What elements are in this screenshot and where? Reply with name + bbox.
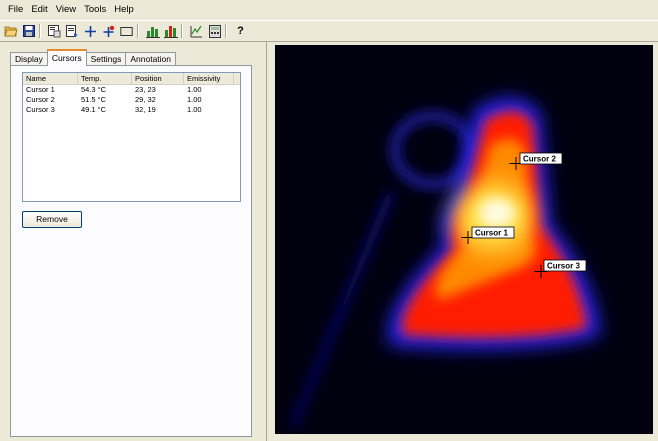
- cell-temp: 54.3 °C: [81, 85, 107, 94]
- remove-button[interactable]: Remove: [22, 211, 82, 228]
- cell-position: 29, 32: [135, 95, 156, 104]
- cell-position: 23, 23: [135, 85, 156, 94]
- menu-tools[interactable]: Tools: [84, 4, 107, 15]
- table-row[interactable]: Cursor 1 54.3 °C 23, 23 1.00: [23, 85, 240, 95]
- menu-bar: File Edit View Tools Help: [0, 0, 658, 19]
- tab-strip: Display Cursors Settings Annotation: [10, 49, 177, 66]
- cursor-2-marker[interactable]: Cursor 2: [509, 152, 563, 170]
- toolbar-separator: [39, 24, 41, 38]
- cursor-list[interactable]: Name Temp. Position Emissivity Cursor 1 …: [22, 72, 241, 202]
- menu-edit[interactable]: Edit: [31, 4, 48, 15]
- menu-view[interactable]: View: [55, 4, 77, 15]
- cell-name: Cursor 3: [26, 105, 55, 114]
- add-cursor-icon[interactable]: [83, 24, 98, 39]
- tab-annotation[interactable]: Annotation: [125, 52, 177, 66]
- thermal-image-area: Cursor 1 Cursor 2 Cursor 3: [270, 42, 658, 441]
- toolbar-separator: [137, 24, 139, 38]
- cursors-tab-panel: Name Temp. Position Emissivity Cursor 1 …: [10, 65, 252, 437]
- cell-emissivity: 1.00: [187, 95, 202, 104]
- cell-name: Cursor 2: [26, 95, 55, 104]
- help-icon-glyph: ?: [237, 25, 244, 37]
- cursor-1-label: Cursor 1: [475, 229, 508, 238]
- left-panel: Display Cursors Settings Annotation Name…: [0, 42, 267, 441]
- help-icon[interactable]: ?: [233, 24, 248, 39]
- area-tool-icon[interactable]: [119, 24, 134, 39]
- tab-display[interactable]: Display: [10, 52, 48, 66]
- toolbar-separator: [225, 24, 227, 38]
- tab-settings[interactable]: Settings: [85, 52, 127, 66]
- cable-shadow: [290, 190, 395, 430]
- cell-temp: 49.1 °C: [81, 105, 107, 114]
- report-icon[interactable]: [65, 24, 80, 39]
- column-header-position[interactable]: Position: [132, 73, 184, 84]
- table-row[interactable]: Cursor 3 49.1 °C 32, 19 1.00: [23, 105, 240, 115]
- column-header-temp[interactable]: Temp.: [78, 73, 132, 84]
- cell-temp: 51.5 °C: [81, 95, 107, 104]
- histogram-icon[interactable]: [145, 24, 160, 39]
- cursor-list-header: Name Temp. Position Emissivity: [23, 73, 240, 85]
- open-folder-icon[interactable]: [3, 24, 18, 39]
- cursor-1-marker[interactable]: Cursor 1: [461, 226, 515, 244]
- cell-name: Cursor 1: [26, 85, 55, 94]
- menu-file[interactable]: File: [8, 4, 24, 15]
- cursor-3-marker[interactable]: Cursor 3: [534, 259, 587, 278]
- tab-cursors[interactable]: Cursors: [46, 49, 87, 66]
- calculator-icon[interactable]: [207, 24, 222, 39]
- cell-position: 32, 19: [135, 105, 156, 114]
- properties-icon[interactable]: [47, 24, 62, 39]
- thermal-image[interactable]: Cursor 1 Cursor 2 Cursor 3: [275, 45, 653, 434]
- profile-icon[interactable]: [189, 24, 204, 39]
- toolbar: ?: [0, 20, 658, 42]
- thermal-hotspot: [479, 198, 515, 228]
- cursor-2-label: Cursor 2: [523, 155, 556, 164]
- column-header-emissivity[interactable]: Emissivity: [184, 73, 234, 84]
- toolbar-separator: [181, 24, 183, 38]
- menu-help[interactable]: Help: [114, 4, 134, 15]
- save-icon[interactable]: [21, 24, 36, 39]
- cell-emissivity: 1.00: [187, 85, 202, 94]
- table-row[interactable]: Cursor 2 51.5 °C 29, 32 1.00: [23, 95, 240, 105]
- cursor-3-label: Cursor 3: [547, 262, 580, 271]
- cell-emissivity: 1.00: [187, 105, 202, 114]
- add-hotspot-cursor-icon[interactable]: [101, 24, 116, 39]
- column-header-name[interactable]: Name: [23, 73, 78, 84]
- color-histogram-icon[interactable]: [163, 24, 178, 39]
